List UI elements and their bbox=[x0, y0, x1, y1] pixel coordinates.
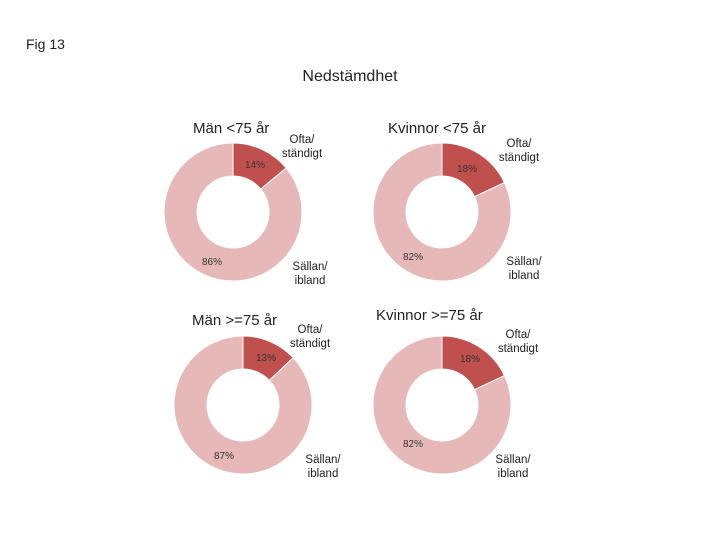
category-label: Ofta/ständigt bbox=[282, 134, 323, 160]
slice-seldom bbox=[173, 335, 313, 475]
donut-chart-2: Kvinnor <75 år 18% 82% Ofta/ständigt Sällan/… bbox=[372, 120, 542, 282]
category-label: Ofta/ständigt bbox=[290, 324, 331, 350]
data-label: 14% bbox=[245, 160, 265, 171]
chart-title: Kvinnor <75 år bbox=[388, 120, 486, 137]
chart-title: Män >=75 år bbox=[192, 312, 277, 329]
category-label: Ofta/ständigt bbox=[498, 329, 539, 355]
data-label: 82% bbox=[403, 439, 423, 450]
main-title: Nedstämdhet bbox=[302, 68, 398, 85]
slice-seldom bbox=[372, 142, 512, 282]
data-label: 18% bbox=[460, 354, 480, 365]
slice-seldom bbox=[372, 335, 512, 475]
donut-chart-1: Män <75 år 14% 86% Ofta/ständigt Sällan/ibla… bbox=[163, 120, 328, 287]
figure-label: Fig 13 bbox=[26, 36, 65, 52]
data-label: 86% bbox=[202, 257, 222, 268]
chart-title: Kvinnor >=75 år bbox=[376, 307, 483, 324]
donut-chart-4: Kvinnor >=75 år 18% 82% Ofta/ständigt Sällan… bbox=[372, 307, 539, 480]
category-label: Ofta/ständigt bbox=[499, 138, 540, 164]
data-label: 18% bbox=[457, 164, 477, 175]
data-label: 87% bbox=[214, 451, 234, 462]
category-label: Sällan/ibland bbox=[495, 454, 531, 480]
chart-title: Män <75 år bbox=[193, 120, 269, 137]
data-label: 82% bbox=[403, 252, 423, 263]
donut-chart-3: Män >=75 år 13% 87% Ofta/ständigt Sällan/ibl… bbox=[173, 312, 341, 480]
category-label: Sällan/ibland bbox=[506, 256, 542, 282]
category-label: Sällan/ibland bbox=[305, 454, 341, 480]
data-label: 13% bbox=[256, 353, 276, 364]
category-label: Sällan/ibland bbox=[292, 261, 328, 287]
slice-seldom bbox=[163, 142, 303, 282]
